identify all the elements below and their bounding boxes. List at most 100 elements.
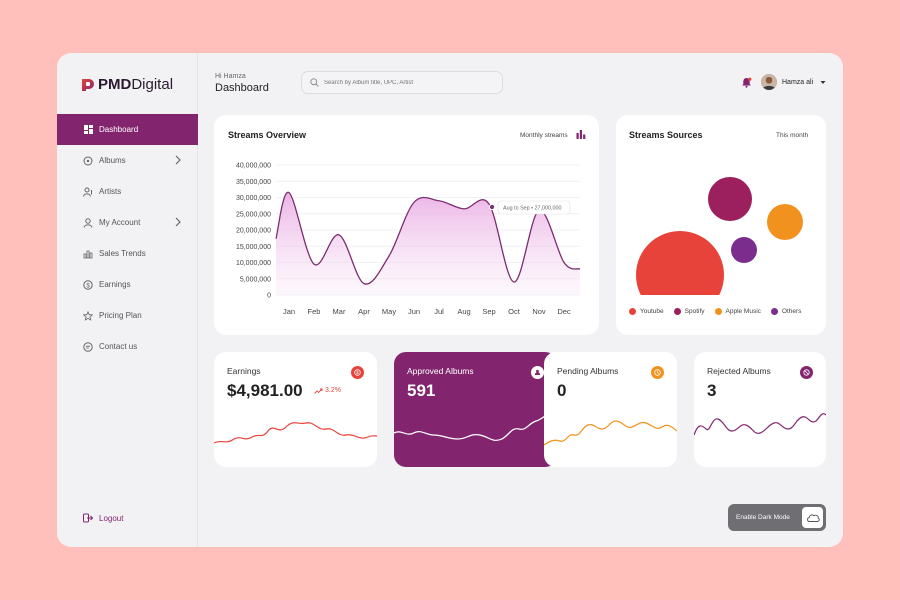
chevron-down-icon[interactable] (820, 80, 826, 85)
x-tick-label: May (382, 307, 396, 316)
sidebar-item-label: Albums (99, 156, 126, 165)
sidebar-item-albums[interactable]: Albums (57, 145, 198, 176)
avatar[interactable] (761, 74, 777, 90)
trend-up-icon (314, 388, 323, 394)
x-tick-label: Aug (457, 307, 470, 316)
stat-label: Earnings (227, 366, 261, 376)
search-icon (310, 78, 319, 87)
stat-label: Approved Albums (407, 366, 474, 376)
y-tick-label: 20,000,000 (236, 228, 271, 235)
sidebar-item-label: Artists (99, 187, 122, 196)
card-title: Streams Overview (228, 130, 307, 140)
tooltip-marker[interactable] (488, 203, 496, 211)
data-point (388, 255, 390, 257)
streams-overview-card: Streams Overview Monthly streams 40,000,… (214, 115, 599, 335)
album-icon (531, 366, 544, 379)
data-point (413, 201, 415, 203)
header-greeting: Hi Hamza Dashboard (215, 73, 269, 94)
bell-icon[interactable] (741, 77, 752, 88)
sidebar-nav: Dashboard Albums Artists My Account Sale… (57, 114, 198, 362)
approved-albums-card[interactable]: Approved Albums 591 (394, 352, 557, 467)
brand-name-light: Digital (131, 76, 174, 93)
logout-label: Logout (99, 513, 124, 523)
data-point (338, 234, 340, 236)
data-point (363, 282, 365, 284)
sidebar-item-earnings[interactable]: $ Earnings (57, 269, 198, 300)
sidebar-item-label: Dashboard (99, 125, 139, 134)
app-window: PMD Digital Dashboard Albums Artists My … (57, 53, 843, 547)
earnings-sparkline (214, 422, 377, 444)
bar-chart-icon[interactable] (576, 130, 586, 139)
y-tick-label: 35,000,000 (236, 179, 271, 186)
legend-dot (770, 308, 778, 315)
x-tick-label: Nov (532, 307, 546, 316)
legend-label: Others (781, 308, 802, 315)
tooltip-text: Aug to Sep • 27,000,000 (503, 206, 562, 212)
legend-label: Youtube (640, 308, 664, 315)
y-tick-label: 0 (267, 293, 271, 300)
search-bar[interactable] (301, 71, 503, 94)
sidebar-item-sales-trends[interactable]: Sales Trends (57, 238, 198, 269)
data-point (563, 261, 565, 263)
brand-logo[interactable]: PMD Digital (81, 76, 173, 93)
y-tick-label: 15,000,000 (236, 244, 271, 251)
block-icon (800, 366, 813, 379)
user-icon (83, 217, 93, 228)
streams-area-chart: 40,000,000 35,000,000 30,000,000 25,000,000… (236, 163, 581, 316)
artist-icon (83, 187, 93, 197)
stat-label: Pending Albums (557, 366, 619, 376)
sidebar-item-artists[interactable]: Artists (57, 176, 198, 207)
sources-legend: Youtube Spotify Apple Music Others (629, 308, 811, 315)
rejected-sparkline (694, 413, 826, 436)
user-name[interactable]: Hamza ali (782, 79, 814, 86)
logout-icon (83, 513, 93, 523)
x-tick-label: Apr (358, 307, 370, 316)
bubble-youtube (636, 231, 724, 295)
bar-chart-icon (83, 249, 93, 259)
logout-button[interactable]: Logout (83, 513, 123, 523)
sidebar-item-label: Contact us (99, 342, 138, 351)
dark-mode-toggle[interactable]: Enable Dark Mode (728, 504, 826, 531)
sidebar-item-my-account[interactable]: My Account (57, 207, 198, 238)
period-selector[interactable]: This month (776, 132, 809, 139)
approved-sparkline (394, 410, 557, 441)
sidebar-item-label: Earnings (99, 280, 131, 289)
clock-icon (651, 366, 664, 379)
rejected-albums-card[interactable]: Rejected Albums 3 (694, 352, 826, 467)
period-selector[interactable]: Monthly streams (520, 132, 568, 139)
legend-item: Spotify (673, 308, 705, 315)
legend-label: Apple Music (725, 308, 761, 315)
album-icon (83, 156, 93, 166)
logo-mark-icon (82, 78, 94, 91)
y-tick-label: 10,000,000 (236, 260, 271, 267)
streams-sources-card: Streams Sources This month Youtube Spoti… (616, 115, 826, 335)
cloud-icon[interactable] (802, 507, 823, 528)
sidebar-item-contact-us[interactable]: Contact us (57, 331, 198, 362)
tooltip-box (497, 200, 571, 215)
page-title: Dashboard (215, 82, 269, 94)
sidebar-item-pricing-plan[interactable]: Pricing Plan (57, 300, 198, 331)
sources-bubble-chart (636, 177, 803, 295)
series-area (276, 192, 580, 295)
bubble-others (731, 237, 757, 263)
sidebar-item-dashboard[interactable]: Dashboard (57, 114, 198, 145)
data-point (463, 208, 465, 210)
x-tick-label: Mar (333, 307, 346, 316)
search-input[interactable] (324, 79, 494, 86)
dollar-icon: $ (83, 279, 93, 290)
data-point (438, 200, 440, 202)
svg-text:$: $ (86, 283, 90, 289)
data-point (513, 281, 515, 283)
stat-value: 0 (557, 381, 567, 400)
earnings-card[interactable]: Earnings $4,981.00 3.2% $ (214, 352, 377, 467)
y-tick-label: 40,000,000 (236, 163, 271, 170)
pending-albums-card[interactable]: Pending Albums 0 (544, 352, 677, 467)
grid-icon (83, 125, 93, 135)
legend-dot (673, 308, 681, 315)
x-tick-label: Jul (434, 307, 444, 316)
legend-dot (714, 308, 722, 315)
x-tick-label: Jan (283, 307, 295, 316)
chevron-right-icon (175, 217, 181, 227)
card-title: Streams Sources (629, 130, 703, 140)
data-point (313, 263, 315, 265)
